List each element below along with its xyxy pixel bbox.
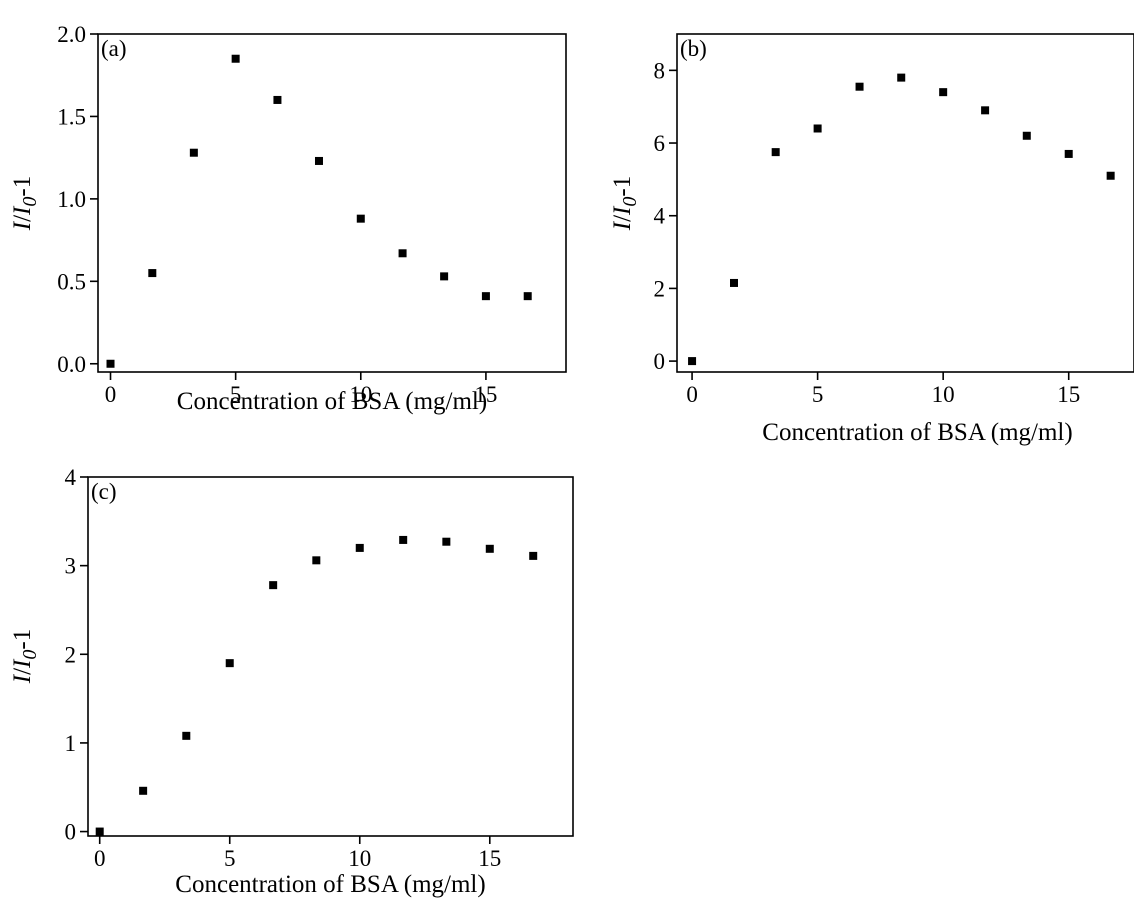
y-axis-label-sub-b: 0 xyxy=(619,197,641,207)
y-axis-label-i-a: I xyxy=(9,220,36,231)
y-axis-label-suffix-a: -1 xyxy=(9,176,36,197)
panel-label-a: (a) xyxy=(101,36,127,61)
data-point-b-3 xyxy=(813,124,822,133)
data-point-b-5 xyxy=(897,73,906,82)
y-axis-label-i0-c: I xyxy=(9,658,36,669)
y-tick-label-a-0: 0.0 xyxy=(57,352,86,377)
y-tick-label-c-1: 1 xyxy=(65,731,77,756)
data-point-a-5 xyxy=(314,156,323,165)
y-tick-label-b-2: 4 xyxy=(654,204,666,229)
data-point-c-6 xyxy=(355,543,364,552)
x-tick-label-b-0: 0 xyxy=(686,382,698,407)
x-tick-label-a-1: 5 xyxy=(230,382,242,407)
data-point-b-7 xyxy=(981,106,990,115)
data-point-c-4 xyxy=(269,581,278,590)
y-tick-label-a-4: 2.0 xyxy=(57,22,86,47)
y-tick-label-c-4: 4 xyxy=(65,465,77,490)
y-tick-label-b-1: 2 xyxy=(654,276,666,301)
data-point-a-10 xyxy=(523,292,532,301)
data-point-c-1 xyxy=(139,786,148,795)
y-tick-label-c-3: 3 xyxy=(65,554,77,579)
x-tick-label-a-2: 10 xyxy=(349,382,372,407)
data-point-a-1 xyxy=(148,269,157,278)
x-axis-label-c: Concentration of BSA (mg/ml) xyxy=(175,871,485,898)
x-tick-label-c-1: 5 xyxy=(224,846,236,871)
data-point-a-8 xyxy=(440,272,449,281)
data-point-b-0 xyxy=(688,357,697,366)
y-tick-label-b-4: 8 xyxy=(654,58,666,83)
x-axis-label-b: Concentration of BSA (mg/ml) xyxy=(762,419,1072,446)
x-tick-label-c-0: 0 xyxy=(94,846,106,871)
x-tick-label-c-3: 15 xyxy=(478,846,501,871)
data-point-a-9 xyxy=(481,292,490,301)
data-point-c-7 xyxy=(399,535,408,544)
x-tick-label-c-2: 10 xyxy=(348,846,371,871)
data-point-c-10 xyxy=(529,551,538,560)
plot-frame-b xyxy=(676,33,1134,373)
y-axis-label-i0-a: I xyxy=(9,205,36,216)
y-axis-label-a: I/I0-1 xyxy=(9,176,41,231)
y-axis-label-b: I/I0-1 xyxy=(609,176,641,231)
x-axis-label-a: Concentration of BSA (mg/ml) xyxy=(177,388,487,415)
data-point-b-1 xyxy=(729,278,738,287)
y-axis-label-slash-b: / xyxy=(609,215,636,222)
y-axis-label-i-c: I xyxy=(9,673,36,684)
data-point-b-6 xyxy=(939,88,948,97)
y-tick-label-c-2: 2 xyxy=(65,642,77,667)
data-point-c-5 xyxy=(312,556,321,565)
x-tick-label-b-2: 10 xyxy=(932,382,955,407)
x-tick-label-a-0: 0 xyxy=(105,382,117,407)
plot-frame-c xyxy=(87,476,574,837)
panel-label-c: (c) xyxy=(91,479,117,504)
x-tick-label-a-3: 15 xyxy=(474,382,497,407)
y-tick-label-a-2: 1.0 xyxy=(57,187,86,212)
data-point-b-4 xyxy=(855,82,864,91)
y-axis-label-sub-c: 0 xyxy=(19,650,41,660)
y-axis-label-slash-c: / xyxy=(9,668,36,675)
data-point-a-3 xyxy=(231,54,240,63)
data-point-a-0 xyxy=(106,359,115,368)
y-axis-label-c: I/I0-1 xyxy=(9,629,41,684)
data-point-b-8 xyxy=(1022,131,1031,140)
y-axis-label-suffix-b: -1 xyxy=(609,176,636,197)
y-axis-label-slash-a: / xyxy=(9,215,36,222)
y-axis-label-i0-b: I xyxy=(609,205,636,216)
x-tick-label-b-3: 15 xyxy=(1057,382,1080,407)
y-axis-label-sub-a: 0 xyxy=(19,197,41,207)
y-tick-label-b-3: 6 xyxy=(654,131,666,156)
y-tick-label-b-0: 0 xyxy=(654,349,666,374)
data-point-c-3 xyxy=(225,659,234,668)
y-tick-label-a-3: 1.5 xyxy=(57,104,86,129)
y-axis-label-suffix-c: -1 xyxy=(9,629,36,650)
plot-frame-a xyxy=(97,33,567,373)
data-point-b-9 xyxy=(1064,149,1073,158)
data-point-c-0 xyxy=(95,827,104,836)
data-point-b-10 xyxy=(1106,171,1115,180)
data-point-a-4 xyxy=(273,95,282,104)
panel-b: 0 5 10 15 0 2 4 6 8 (b) Concentration of BSA (mg/m… xyxy=(609,33,1134,446)
data-point-a-7 xyxy=(398,249,407,258)
y-tick-label-a-1: 0.5 xyxy=(57,269,86,294)
y-tick-label-c-0: 0 xyxy=(65,820,77,845)
panel-label-b: (b) xyxy=(680,36,707,61)
data-point-c-9 xyxy=(485,544,494,553)
data-point-a-2 xyxy=(189,148,198,157)
data-point-c-2 xyxy=(182,731,191,740)
data-point-a-6 xyxy=(356,214,365,223)
data-point-b-2 xyxy=(771,148,780,157)
x-tick-label-b-1: 5 xyxy=(812,382,824,407)
panel-a: 0 5 10 15 0.0 0.5 1.0 1.5 2.0 (a) Concentration of… xyxy=(9,22,567,415)
data-point-c-8 xyxy=(442,537,451,546)
y-axis-label-i-b: I xyxy=(609,220,636,231)
panel-c: 0 5 10 15 0 1 2 3 4 (c) Concentration of BSA (mg/m… xyxy=(9,465,574,898)
